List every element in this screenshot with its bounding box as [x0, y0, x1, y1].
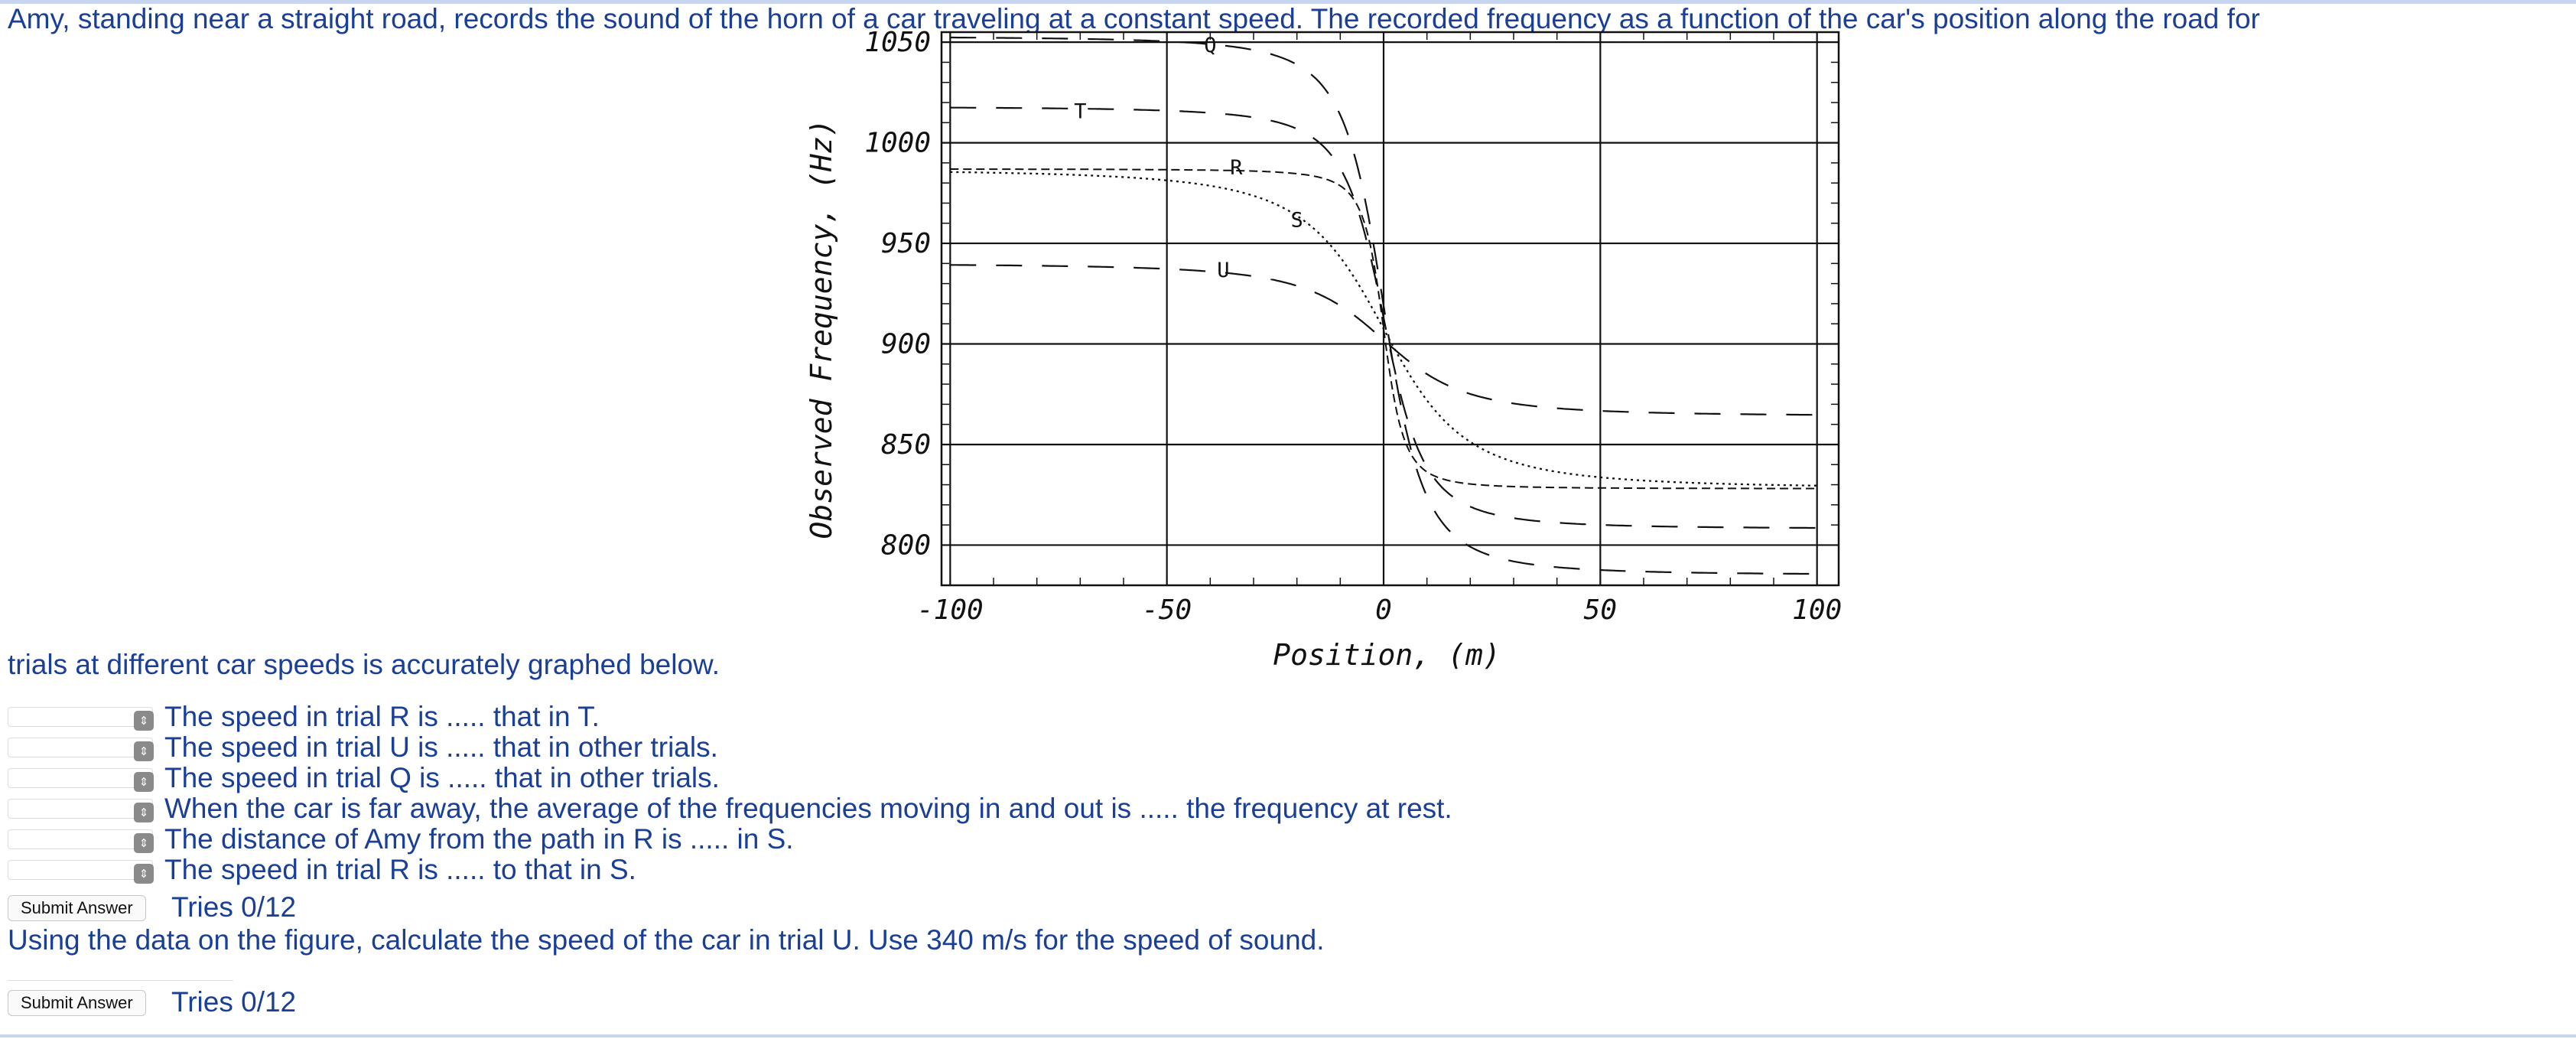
- y-tick-label: 1050: [864, 27, 931, 58]
- y-tick-label: 800: [881, 529, 931, 561]
- submit-answer-button-2[interactable]: Submit Answer: [8, 990, 146, 1016]
- y-tick-label: 900: [881, 329, 931, 360]
- plot-area: [940, 31, 1840, 587]
- statement-3-text: The speed in trial Q is ..... that in ot…: [164, 762, 720, 793]
- tries-counter-1: Tries 0/12: [171, 891, 297, 923]
- curve-label-Q: Q: [1204, 34, 1216, 57]
- curve-U: [950, 264, 1817, 416]
- statement-row-4: When the car is far away, the average of…: [8, 793, 1452, 824]
- problem-intro-text-continued: trials at different car speeds is accura…: [8, 649, 720, 680]
- top-border: [0, 0, 2576, 4]
- x-tick-label: 100: [1792, 594, 1842, 626]
- statement-5-text: The distance of Amy from the path in R i…: [164, 823, 794, 855]
- problem-intro-text: Amy, standing near a straight road, reco…: [8, 3, 2260, 34]
- chevron-updown-icon[interactable]: ⇕: [134, 803, 154, 822]
- statement-1-text: The speed in trial R is ..... that in T.: [164, 701, 600, 732]
- statement-4-text: When the car is far away, the average of…: [164, 793, 1452, 824]
- statement-row-3: The speed in trial Q is ..... that in ot…: [8, 763, 720, 793]
- y-tick-label: 950: [881, 228, 931, 259]
- statement-4-select[interactable]: [8, 799, 153, 819]
- curve-R: [950, 168, 1817, 490]
- chevron-updown-icon[interactable]: ⇕: [134, 864, 154, 884]
- curve-label-U: U: [1217, 259, 1229, 282]
- statement-row-6: The speed in trial R is ..... to that in…: [8, 855, 636, 885]
- speed-answer-input[interactable]: [8, 974, 233, 981]
- x-tick-label: 0: [1375, 594, 1392, 626]
- curve-Q: [950, 36, 1817, 575]
- statement-6-text: The speed in trial R is ..... to that in…: [164, 854, 636, 885]
- tries-counter-2: Tries 0/12: [171, 986, 297, 1018]
- x-axis-label: Position, (m): [1273, 638, 1500, 672]
- statement-3-select[interactable]: [8, 768, 153, 788]
- y-axis-label: Observed Frequency, (Hz): [805, 119, 838, 539]
- chevron-updown-icon[interactable]: ⇕: [134, 711, 154, 731]
- statement-2-text: The speed in trial U is ..... that in ot…: [164, 731, 718, 763]
- statement-5-select[interactable]: [8, 829, 153, 849]
- statement-row-5: The distance of Amy from the path in R i…: [8, 824, 794, 855]
- x-tick-label: -50: [1142, 594, 1192, 626]
- curve-T: [950, 106, 1817, 529]
- statement-2-select[interactable]: [8, 738, 153, 757]
- x-tick-label: 50: [1584, 594, 1617, 626]
- bottom-border: [0, 1034, 2576, 1037]
- statement-1-select[interactable]: [8, 707, 153, 727]
- chevron-updown-icon[interactable]: ⇕: [134, 772, 154, 792]
- curve-label-T: T: [1074, 100, 1086, 124]
- y-tick-label: 850: [881, 429, 931, 461]
- curve-label-R: R: [1230, 156, 1243, 180]
- statement-row-1: The speed in trial R is ..... that in T.: [8, 702, 600, 732]
- submit-answer-button-1[interactable]: Submit Answer: [8, 895, 146, 921]
- curve-label-S: S: [1291, 209, 1303, 233]
- x-tick-label: -100: [917, 594, 984, 626]
- chevron-updown-icon[interactable]: ⇕: [134, 741, 154, 761]
- y-tick-label: 1000: [864, 128, 931, 159]
- statement-row-2: The speed in trial U is ..... that in ot…: [8, 732, 718, 763]
- statement-6-select[interactable]: [8, 860, 153, 880]
- chevron-updown-icon[interactable]: ⇕: [134, 833, 154, 853]
- question-2-text: Using the data on the figure, calculate …: [8, 924, 1325, 956]
- curve-S: [950, 171, 1817, 487]
